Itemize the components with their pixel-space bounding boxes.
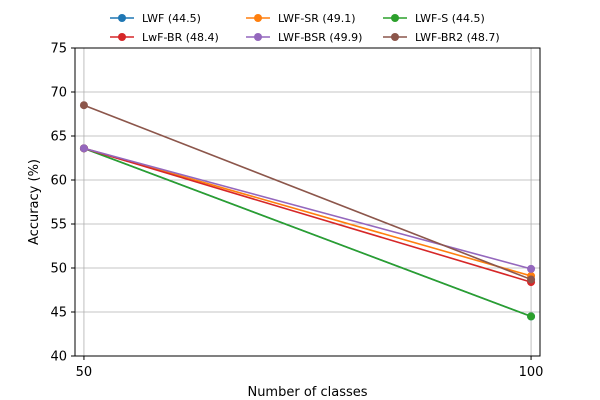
y-tick-label: 40 bbox=[50, 350, 67, 365]
x-tick-label: 100 bbox=[519, 365, 544, 380]
legend-entry: LWF-SR (49.1) bbox=[246, 12, 356, 25]
legend-label: LwF-BR (48.4) bbox=[142, 31, 219, 44]
series-layer bbox=[79, 101, 536, 321]
legend-label: LWF-BSR (49.9) bbox=[278, 31, 362, 44]
data-point bbox=[527, 312, 536, 321]
legend-label: LWF-S (44.5) bbox=[415, 12, 485, 25]
data-point bbox=[79, 144, 88, 153]
legend-marker bbox=[254, 14, 262, 22]
series-line bbox=[83, 104, 532, 281]
legend-entry: LWF-BR2 (48.7) bbox=[383, 31, 500, 44]
y-tick-label: 65 bbox=[50, 130, 67, 145]
legend-marker bbox=[118, 33, 126, 41]
x-axis-title: Number of classes bbox=[247, 385, 367, 400]
data-point bbox=[79, 101, 88, 110]
data-point bbox=[527, 275, 536, 284]
plot-frame bbox=[74, 47, 541, 357]
legend-label: LWF (44.5) bbox=[142, 12, 201, 25]
legend-entry: LWF-BSR (49.9) bbox=[246, 31, 362, 44]
legend-entry: LwF-BR (48.4) bbox=[110, 31, 219, 44]
legend-marker bbox=[391, 14, 399, 22]
legend-entry: LWF (44.5) bbox=[110, 12, 201, 25]
series-line bbox=[83, 147, 532, 270]
legend-label: LWF-SR (49.1) bbox=[278, 12, 356, 25]
y-axis-title: Accuracy (%) bbox=[27, 159, 42, 245]
series-line bbox=[83, 147, 532, 318]
legend-entry: LWF-S (44.5) bbox=[383, 12, 485, 25]
legend-marker bbox=[391, 33, 399, 41]
series-line bbox=[83, 147, 532, 277]
series-line bbox=[83, 147, 532, 283]
grid-layer bbox=[75, 47, 540, 357]
legend-marker bbox=[118, 14, 126, 22]
data-point bbox=[527, 264, 536, 273]
y-tick-label: 55 bbox=[50, 218, 67, 233]
y-tick-label: 45 bbox=[50, 306, 67, 321]
x-tick-label: 50 bbox=[76, 365, 93, 380]
y-tick-label: 75 bbox=[50, 42, 67, 57]
y-tick-label: 60 bbox=[50, 174, 67, 189]
axes-layer: 40 45 50 55 60 65 70 75 50 100 bbox=[50, 42, 543, 381]
legend-marker bbox=[254, 33, 262, 41]
legend-label: LWF-BR2 (48.7) bbox=[415, 31, 500, 44]
y-tick-label: 50 bbox=[50, 262, 67, 277]
y-tick-label: 70 bbox=[50, 86, 67, 101]
legend: LWF (44.5) LWF-SR (49.1) LWF-S (44.5) LwF-B… bbox=[110, 12, 500, 44]
